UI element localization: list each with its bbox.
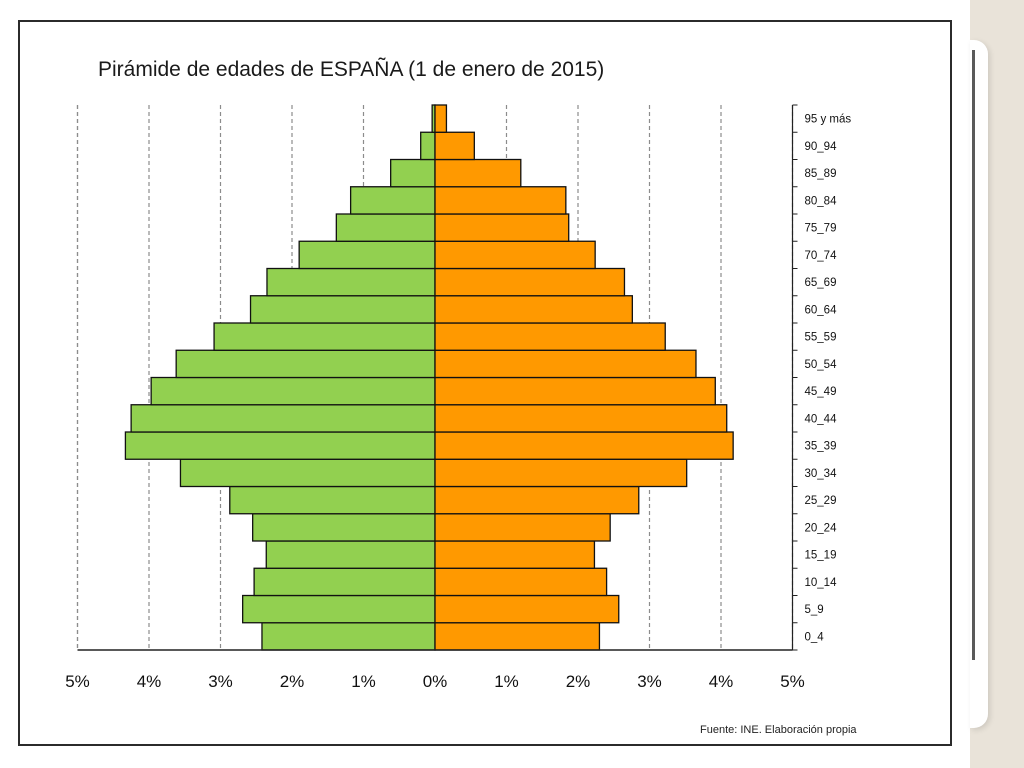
y-tick-label: 0_4 [805,631,825,643]
bar-left [130,404,436,433]
bar-left [261,622,436,651]
y-tick-label: 15_19 [805,550,837,562]
y-tick-label: 75_79 [805,223,837,235]
y-tick-label: 40_44 [805,413,838,425]
bar-left [175,349,436,379]
bar-right [434,158,522,188]
bar-left [150,376,436,406]
bar-right [434,567,608,597]
y-tick-label: 70_74 [805,250,838,262]
y-tick-label: 35_39 [805,441,837,453]
y-tick-label: 80_84 [805,195,838,207]
bar-left [252,513,436,542]
x-tick-label: 2% [566,672,591,691]
y-tick-label: 30_34 [805,468,838,480]
y-tick-labels: 0_4 5_9 10_14 15_19 20_24 25_29 30_34 35_39 40_4… [805,114,852,644]
y-tick-label: 85_89 [805,168,837,180]
bars [124,104,734,651]
x-tick-label: 1% [351,672,376,691]
bar-left [179,458,436,488]
bar-left [124,431,436,460]
bar-left [298,240,436,270]
bar-right [434,349,697,379]
bar-right [434,540,596,569]
y-tick-label: 95 y más [805,114,852,126]
bar-right [434,431,734,460]
axes [77,104,798,651]
x-tick-label: 0% [423,672,448,691]
bar-right [434,404,728,433]
population-pyramid-chart: 5% 4% 3% 2% 1% 0% 1% 2% 3% 4% 5% 0_4 5_9 10_14 15_19 2… [65,104,852,691]
x-tick-label: 5% [780,672,805,691]
bar-right [434,322,666,351]
x-tick-label: 2% [280,672,305,691]
bar-right [434,104,448,133]
bar-right [434,594,620,624]
x-tick-label: 5% [65,672,90,691]
bar-right [434,213,570,242]
bar-left [265,540,436,569]
bar-right [434,267,626,297]
x-tick-label: 1% [494,672,519,691]
bar-right [434,186,567,215]
bar-right [434,131,475,161]
bar-right [434,458,688,488]
bar-left [349,186,436,215]
x-tick-label: 3% [208,672,233,691]
bar-right [434,376,716,406]
bar-right [434,295,633,324]
bar-left [249,295,436,324]
x-tick-label: 4% [137,672,162,691]
x-tick-label: 3% [637,672,662,691]
bar-right [434,240,596,270]
bar-left [242,594,436,624]
y-tick-label: 50_54 [805,359,838,371]
y-tick-label: 5_9 [805,604,824,616]
bar-left [390,158,436,188]
bar-left [213,322,436,351]
x-tick-label: 4% [709,672,734,691]
bar-right [434,485,640,515]
y-tick-label: 60_64 [805,304,838,316]
y-tick-label: 25_29 [805,495,837,507]
bar-left [229,485,436,515]
x-tick-labels: 5% 4% 3% 2% 1% 0% 1% 2% 3% 4% 5% [65,672,805,691]
y-tick-label: 90_94 [805,141,838,153]
bar-left [266,267,436,297]
side-divider [972,50,975,660]
source-note: Fuente: INE. Elaboración propia [700,724,857,736]
chart-title: Pirámide de edades de ESPAÑA (1 de enero… [98,58,605,81]
bar-left [420,131,436,161]
bar-left [335,213,436,242]
bar-right [434,513,611,542]
y-tick-label: 65_69 [805,277,837,289]
y-tick-label: 55_59 [805,332,837,344]
y-tick-label: 10_14 [805,577,838,589]
y-tick-label: 20_24 [805,522,838,534]
y-tick-label: 45_49 [805,386,837,398]
bar-left [253,567,436,597]
bar-right [434,622,601,651]
